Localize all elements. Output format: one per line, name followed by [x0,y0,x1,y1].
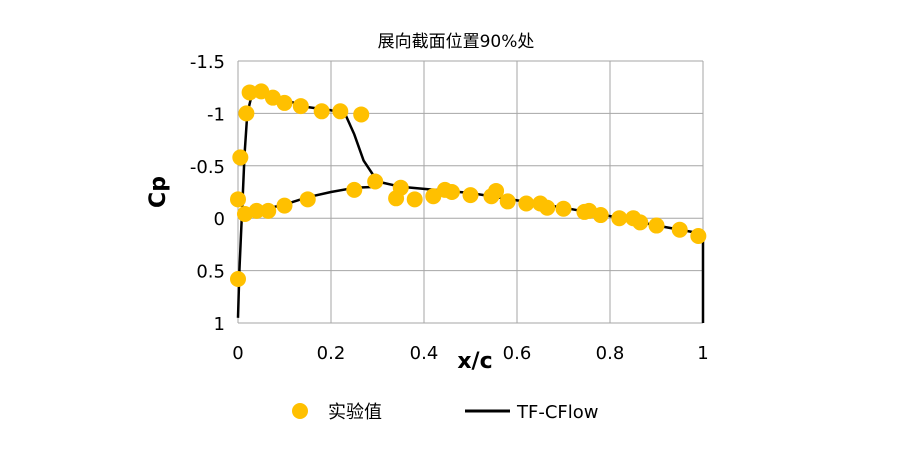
y-tick-label: -0.5 [190,157,225,178]
data-point [276,94,293,111]
data-point [592,207,609,224]
data-point [539,199,556,216]
data-point [499,193,516,210]
data-point [671,221,688,238]
data-point [230,191,246,208]
legend: 实验值 TF-CFlow [292,402,599,423]
data-point [555,200,572,217]
y-axis-label: Cp [146,176,171,208]
data-point [332,103,349,120]
data-point [367,173,384,190]
legend-label-experimental: 实验值 [328,402,382,423]
data-point [690,228,707,245]
data-point [292,98,309,115]
data-point [488,182,505,199]
y-tick-labels: -1.5 -1 -0.5 0 0.5 1 [190,52,225,335]
data-point [313,103,330,120]
data-point [406,191,423,208]
experimental-points [230,83,707,287]
x-tick-labels: 0 0.2 0.4 0.6 0.8 1 [232,343,708,364]
y-tick-label: -1 [207,104,225,125]
data-point [238,105,255,122]
data-point [518,195,535,212]
legend-label-cfd: TF-CFlow [516,402,599,423]
y-tick-label: 0 [214,209,225,230]
data-point [443,184,460,200]
data-point [462,187,479,204]
data-point [632,214,649,231]
data-point [276,197,293,214]
legend-marker-experimental [292,403,308,419]
data-point [392,179,409,196]
data-point [353,106,370,123]
data-point [232,149,249,166]
x-tick-label: 0.2 [317,343,346,364]
y-tick-label: 0.5 [196,262,225,283]
x-axis-label: x/c [457,349,492,374]
data-point [248,202,265,219]
x-tick-label: 0.6 [503,343,532,364]
y-tick-label: -1.5 [190,52,225,73]
x-tick-label: 0 [232,343,243,364]
data-point [299,191,316,208]
data-point [230,270,246,287]
cfd-line [236,91,705,323]
data-point [611,210,628,227]
x-tick-label: 1 [697,343,708,364]
data-point [648,217,665,234]
data-point [241,84,258,101]
data-point [260,202,277,219]
y-tick-label: 1 [214,314,225,335]
cfd-line-series [236,91,705,323]
x-tick-label: 0.4 [410,343,439,364]
x-tick-label: 0.8 [596,343,625,364]
chart-title: 展向截面位置90%处 [378,32,535,52]
data-point [346,181,363,198]
